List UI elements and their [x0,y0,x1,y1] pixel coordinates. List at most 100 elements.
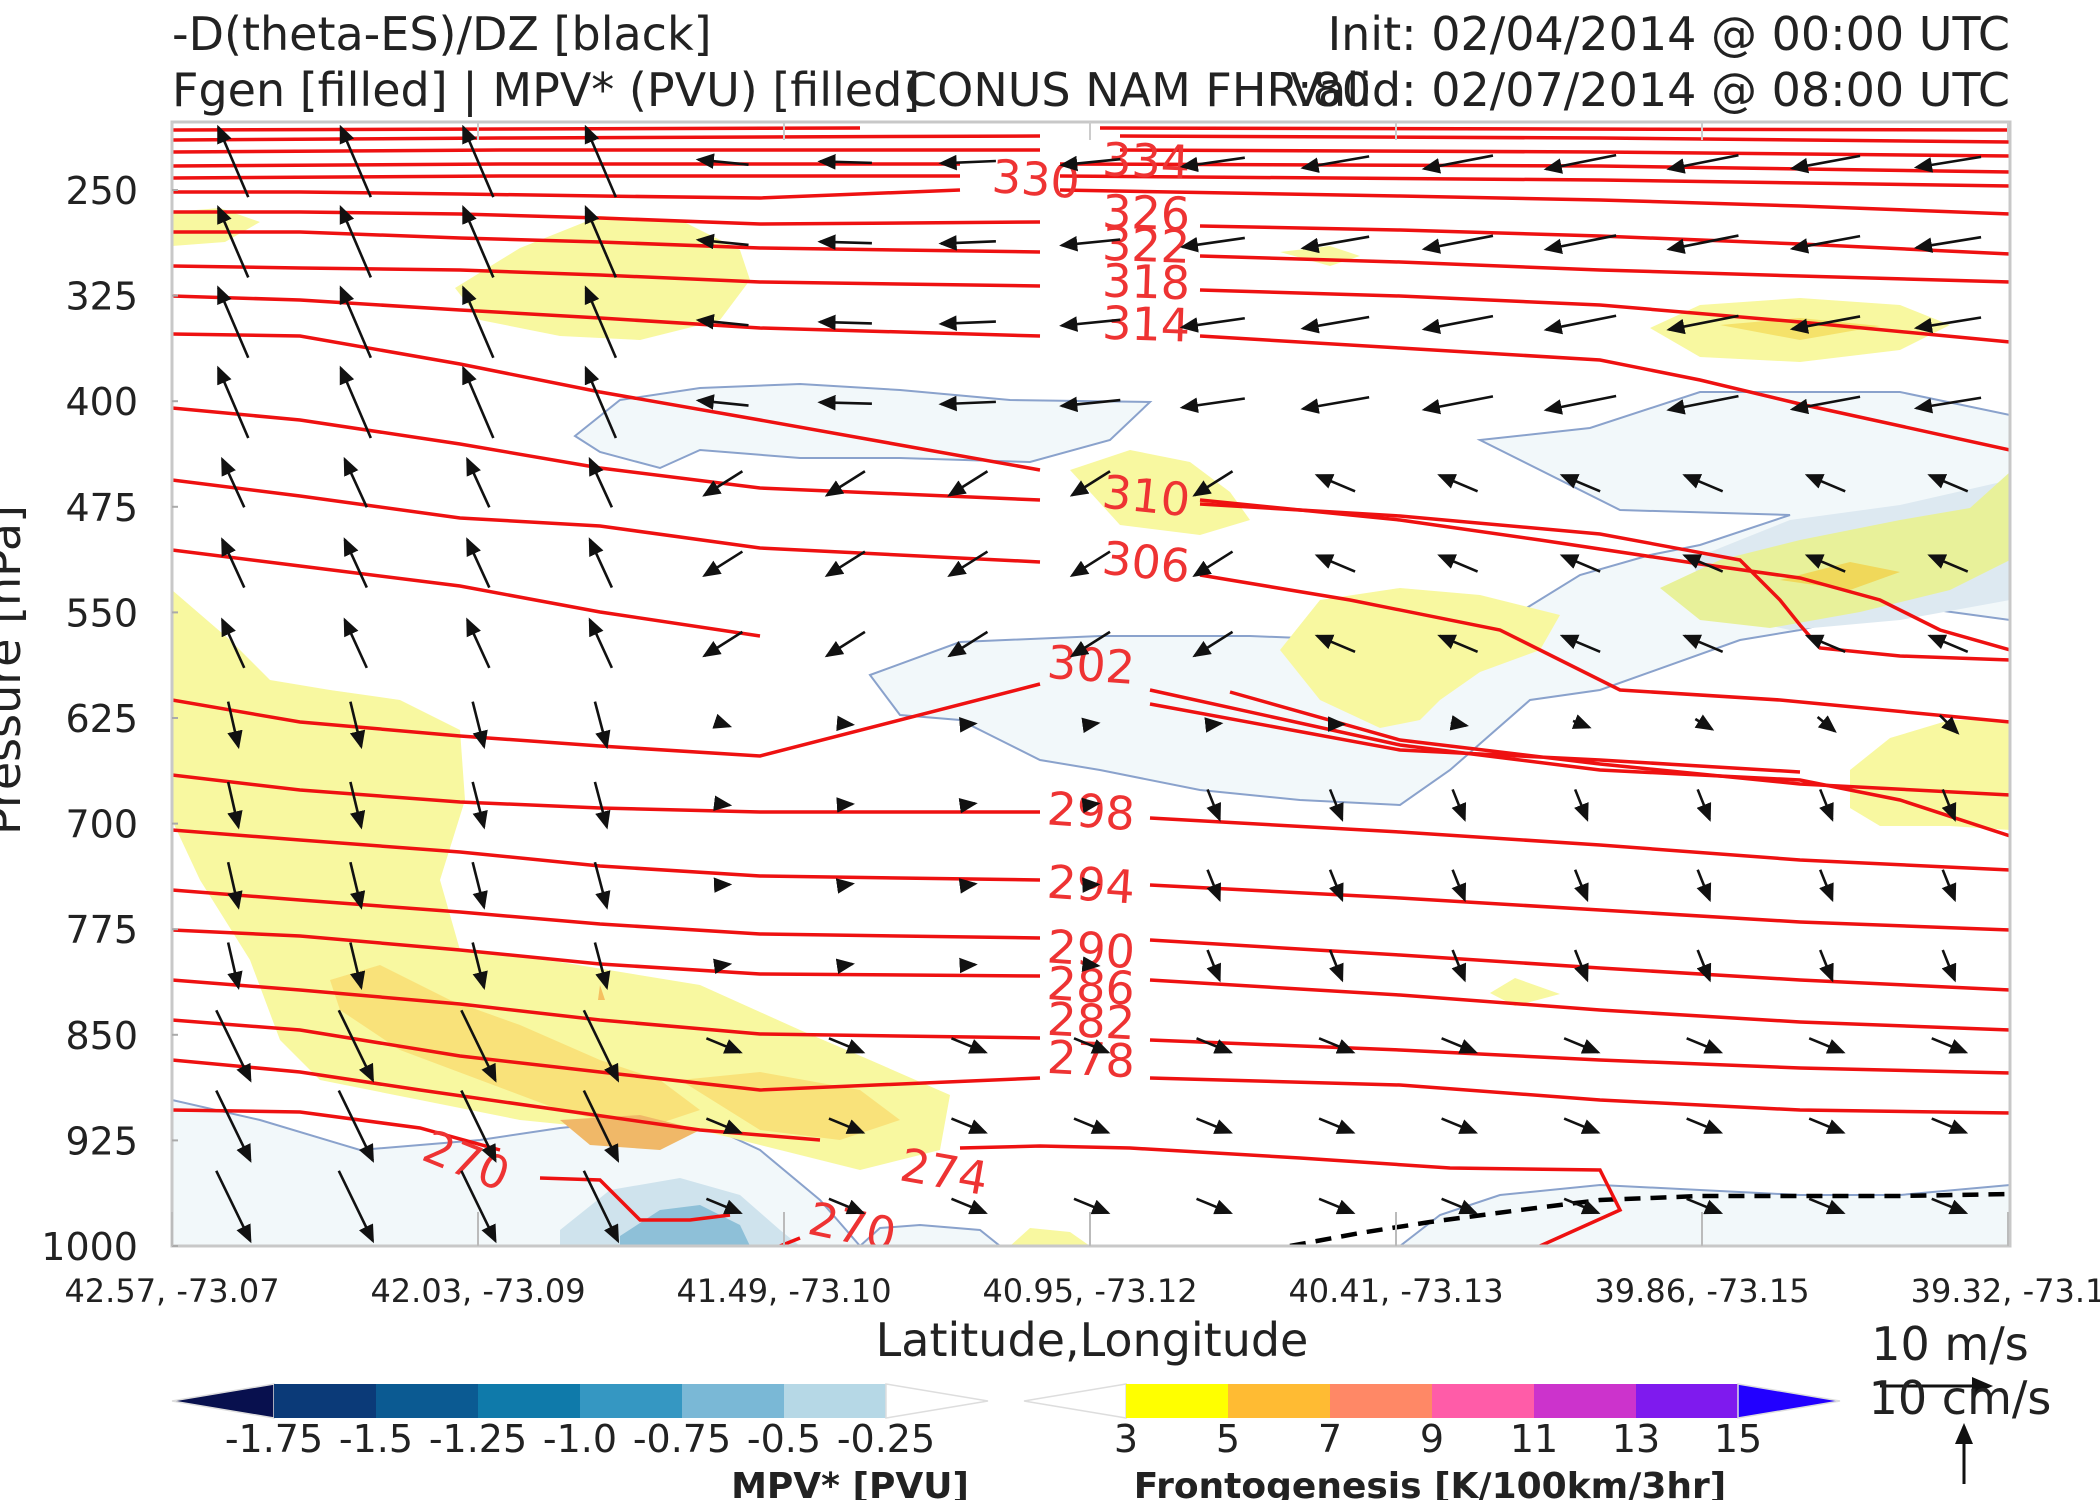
wind-vector [1314,554,1356,573]
colorbar-tick-label: -0.5 [747,1417,821,1461]
wind-vector [1816,715,1837,733]
theta-contour [172,210,2010,256]
wind-vector [1573,949,1589,983]
wind-vector [1059,236,1121,252]
wind-vector [226,861,243,910]
wind-vector [828,1117,866,1134]
wind-vector [1563,1037,1601,1054]
x-tick-label: 42.57, -73.07 [64,1272,279,1310]
wind-vector [1789,315,1861,334]
wind-vector [471,781,488,830]
wind-vector [584,365,618,439]
wind-vector [817,314,872,331]
wind-vector [1179,397,1245,413]
title-line-2: Fgen [filled] | MPV* (PVU) [filled] [172,63,921,117]
wind-vector [1318,1037,1356,1054]
colorbar-tick-label: 5 [1216,1417,1240,1461]
colorbar-swatch [1636,1384,1739,1418]
wind-vector [1789,395,1861,415]
colorbar-tick-label: -1.0 [543,1417,617,1461]
wind-vector [1081,717,1101,734]
y-tick-label: 475 [65,486,138,530]
wind-vector [695,313,749,330]
theta-contour [172,888,2010,992]
wind-vector [1573,788,1589,822]
wind-vector [471,861,488,910]
colorbar-swatch [682,1384,785,1418]
wind-vector [349,781,366,830]
wind-vector [824,630,866,658]
x-tick-label: 41.49, -73.10 [676,1272,891,1310]
wind-vector [1437,474,1479,493]
colorbar-tick-label: -0.75 [633,1417,731,1461]
wind-vector [1441,1197,1479,1215]
wind-vector [1563,1197,1601,1215]
colorbar-tick-label: 9 [1420,1417,1444,1461]
y-tick-label: 250 [65,169,138,213]
wind-vector [1073,1197,1111,1215]
y-tick-label: 700 [65,803,138,847]
theta-contour [539,1176,731,1222]
theta-contour-label: 306 [1100,531,1193,594]
x-axis: 42.57, -73.07 42.03, -73.09 41.49, -73.10 4… [64,122,2100,1310]
wind-vector [1421,314,1494,335]
wind-vector [466,617,491,669]
wind-vector [1206,949,1221,983]
wind-vector [713,795,733,812]
wind-vector [938,235,996,251]
wind-vector [582,1009,620,1083]
y-tick-label: 1000 [41,1225,138,1269]
wind-vector [221,456,246,508]
wind-vector [702,630,744,658]
mpv-colorbar: -1.75 -1.5 -1.25 -1.0 -0.75 -0.5 -0.25 [171,1383,989,1461]
colorbar-swatch [171,1383,275,1419]
wind-vector [938,395,996,412]
wind-vector [1059,155,1121,172]
wind-vector [462,205,495,278]
wind-vector [713,958,733,975]
wind-vector [1927,634,1969,654]
wind-vector [217,205,250,278]
wind-vector [1927,474,1969,493]
wind-vector [1300,395,1370,414]
theta-contour-label: 318 [1101,253,1191,310]
wind-vector [1204,717,1224,733]
wind-vector [1789,234,1861,254]
fgen-region [330,965,700,1130]
reference-horizontal-label: 10 m/s [1871,1317,2028,1371]
wind-vector [466,456,491,508]
theta-contour [172,978,2010,1075]
wind-vector [1682,474,1724,493]
fgen-colorbar-label: Frontogenesis [K/100km/3hr] [1134,1466,1726,1500]
wind-vector [1927,554,1969,573]
wind-vector [1818,788,1834,822]
wind-vector [1686,1117,1724,1134]
colorbar-swatch [580,1384,683,1418]
wind-vector [217,124,250,198]
wind-vector [1804,474,1846,493]
theta-contour [172,928,2010,1032]
wind-vector [343,617,368,669]
theta-contour [172,406,2010,662]
wind-vector [217,365,250,439]
wind-vector [1686,1037,1724,1054]
fgen-region [1660,472,2010,628]
theta-contour [172,1058,1623,1246]
wind-vector [1571,714,1592,729]
wind-vector [217,285,250,359]
colorbar-swatch [376,1384,479,1418]
wind-vector [1192,550,1234,577]
colorbar-swatch [784,1384,887,1418]
wind-vector [226,781,243,830]
wind-vector [588,617,614,669]
theta-contour-label: 298 [1045,781,1136,841]
wind-vector [836,715,855,732]
wind-vector [950,1117,988,1134]
wind-vector [1328,788,1344,822]
title-line-1: -D(theta-ES)/DZ [black] [172,7,712,61]
wind-vector [1913,316,1982,334]
wind-vector [349,861,366,910]
wind-vector [339,285,372,359]
wind-vector [1818,949,1834,983]
